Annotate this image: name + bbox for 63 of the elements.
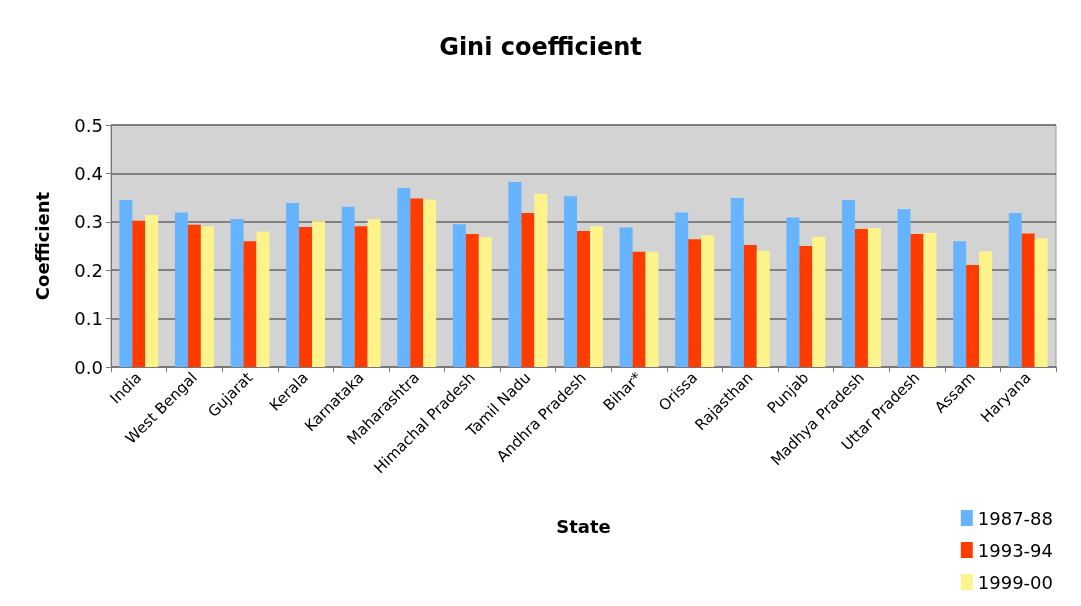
y-tick-label: 0.5 [74, 114, 103, 136]
bar [730, 198, 744, 367]
bar [534, 193, 548, 367]
bar [286, 202, 300, 367]
bar [452, 224, 466, 367]
y-tick-label: 0.1 [74, 308, 103, 330]
bar [354, 226, 368, 367]
bar [786, 217, 800, 367]
bar [632, 251, 646, 367]
bar [701, 235, 715, 367]
bar [756, 250, 770, 367]
bar [410, 198, 424, 367]
bar [508, 182, 522, 367]
bar [145, 215, 159, 367]
bar [841, 200, 855, 367]
bar [688, 239, 702, 367]
y-tick-label: 0.4 [74, 162, 103, 184]
bar [589, 226, 603, 367]
legend-label: 1999-00 [977, 571, 1054, 593]
bar [200, 226, 214, 367]
bar [132, 220, 146, 367]
bar [397, 187, 411, 367]
bar [867, 228, 881, 367]
y-tick-label: 0.3 [74, 211, 103, 233]
bar [478, 237, 492, 367]
bar [897, 209, 911, 367]
bar [312, 221, 326, 367]
bar [174, 212, 188, 367]
bar [923, 232, 937, 367]
bar [423, 199, 437, 367]
bar [187, 224, 201, 367]
bar [910, 233, 924, 367]
bar [645, 251, 659, 367]
bar [243, 241, 257, 367]
bar [812, 236, 826, 367]
x-axis-title: State [556, 515, 611, 537]
legend-label: 1993-94 [977, 539, 1054, 561]
bar [367, 218, 381, 367]
bar [230, 218, 244, 367]
bar [675, 212, 689, 367]
bar [299, 227, 313, 367]
bar [1008, 213, 1022, 367]
bar [619, 227, 633, 367]
bar [966, 264, 980, 367]
bar [564, 196, 578, 367]
bar [521, 213, 535, 367]
bar [577, 231, 590, 367]
bar [1034, 238, 1048, 367]
bar [953, 241, 967, 367]
bar [256, 231, 270, 367]
bar [743, 245, 757, 367]
bar [854, 229, 868, 367]
bar [979, 251, 993, 367]
legend-label: 1987-88 [977, 507, 1054, 529]
bar [341, 206, 355, 367]
text: 0.0 [74, 356, 103, 378]
bar [799, 246, 813, 367]
bar [119, 200, 133, 367]
bar [465, 233, 479, 367]
chart-title: Gini coefficient [439, 33, 642, 61]
bar [1021, 233, 1035, 367]
y-tick-label: 0.2 [74, 259, 103, 281]
y-axis-title: Coefficient [31, 191, 53, 301]
